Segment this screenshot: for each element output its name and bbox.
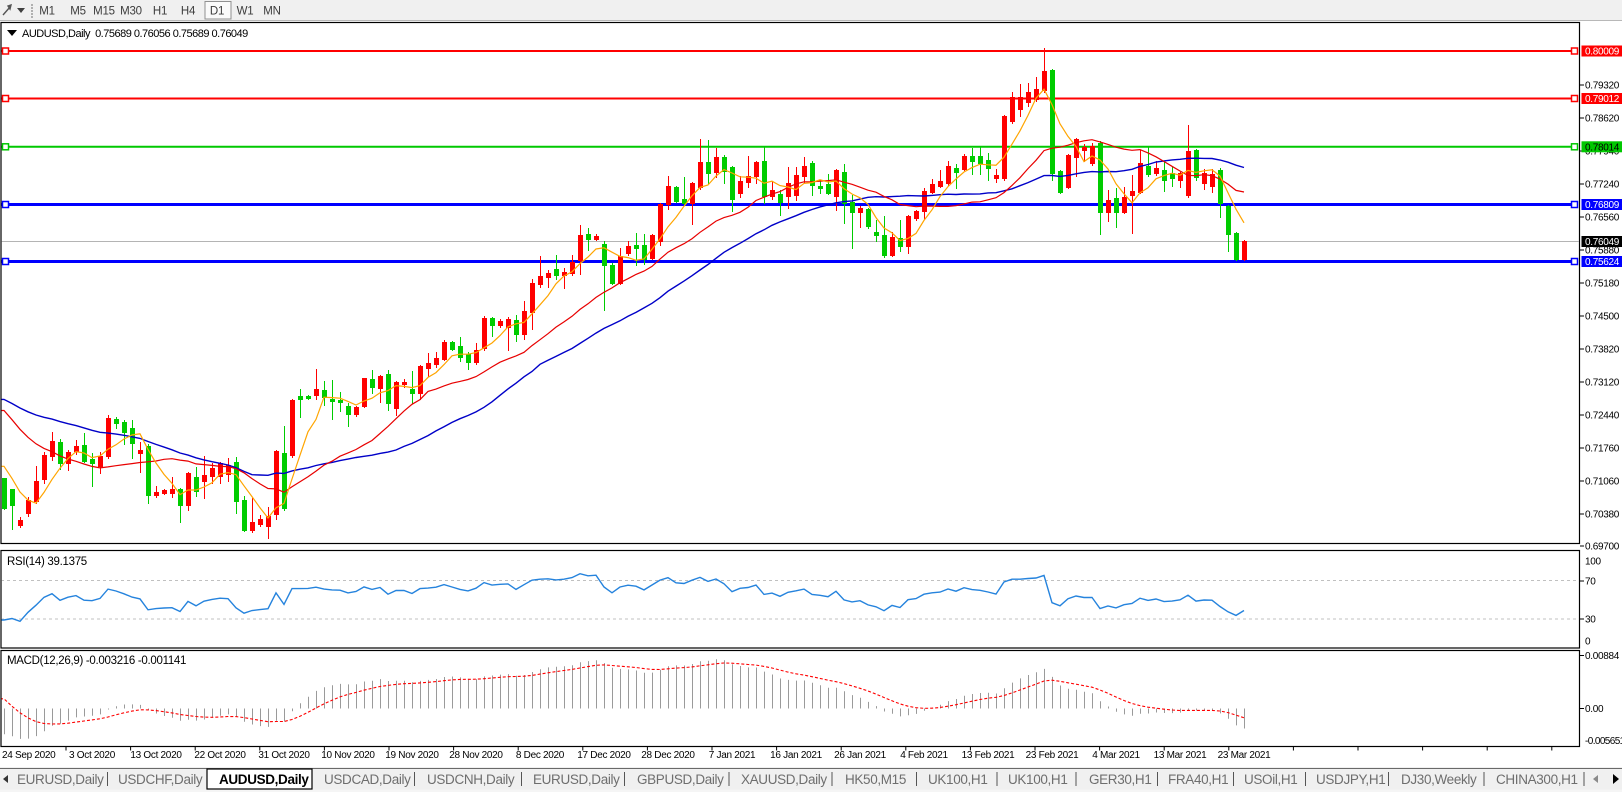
svg-text:GBPUSD,Daily: GBPUSD,Daily — [637, 772, 724, 787]
svg-text:28 Nov 2020: 28 Nov 2020 — [449, 750, 503, 761]
svg-text:0.76560: 0.76560 — [1585, 213, 1620, 224]
svg-text:0.00884: 0.00884 — [1585, 651, 1620, 662]
svg-text:24 Sep 2020: 24 Sep 2020 — [2, 750, 56, 761]
svg-text:0.70380: 0.70380 — [1585, 510, 1620, 521]
svg-text:HK50,M15: HK50,M15 — [845, 772, 906, 787]
svg-text:70: 70 — [1585, 577, 1596, 588]
svg-text:0.80009: 0.80009 — [1585, 47, 1620, 58]
svg-text:10 Nov 2020: 10 Nov 2020 — [321, 750, 375, 761]
svg-text:22 Oct 2020: 22 Oct 2020 — [194, 750, 246, 761]
svg-text:0.00: 0.00 — [1585, 704, 1604, 715]
svg-text:EURUSD,Daily: EURUSD,Daily — [17, 772, 104, 787]
svg-text:XAUUSD,Daily: XAUUSD,Daily — [741, 772, 827, 787]
svg-text:0.73820: 0.73820 — [1585, 345, 1620, 356]
svg-text:MACD(12,26,9) -0.003216 -0.001: MACD(12,26,9) -0.003216 -0.001141 — [7, 655, 186, 667]
svg-text:D1: D1 — [210, 6, 224, 18]
svg-text:13 Feb 2021: 13 Feb 2021 — [962, 750, 1016, 761]
svg-text:0.73120: 0.73120 — [1585, 378, 1620, 389]
svg-text:CHINA300,H1: CHINA300,H1 — [1496, 772, 1578, 787]
svg-text:0.75624: 0.75624 — [1585, 257, 1620, 268]
svg-text:MN: MN — [263, 6, 281, 18]
svg-text:USDCNH,Daily: USDCNH,Daily — [427, 772, 515, 787]
svg-text:0: 0 — [1585, 637, 1591, 648]
svg-text:H4: H4 — [181, 6, 196, 18]
svg-text:23 Mar 2021: 23 Mar 2021 — [1218, 750, 1272, 761]
svg-text:30: 30 — [1585, 615, 1596, 626]
svg-text:UK100,H1: UK100,H1 — [928, 772, 988, 787]
svg-text:0.74500: 0.74500 — [1585, 312, 1620, 323]
svg-text:H1: H1 — [153, 6, 167, 18]
svg-text:UK100,H1: UK100,H1 — [1008, 772, 1068, 787]
svg-text:16 Jan 2021: 16 Jan 2021 — [770, 750, 822, 761]
svg-text:-0.0056510: -0.0056510 — [1585, 736, 1622, 747]
svg-text:RSI(14) 39.1375: RSI(14) 39.1375 — [7, 556, 87, 568]
svg-text:M15: M15 — [93, 6, 115, 18]
svg-text:8 Dec 2020: 8 Dec 2020 — [516, 750, 565, 761]
svg-text:0.72440: 0.72440 — [1585, 411, 1620, 422]
svg-text:4 Feb 2021: 4 Feb 2021 — [900, 750, 948, 761]
svg-text:W1: W1 — [237, 6, 254, 18]
svg-text:USDCAD,Daily: USDCAD,Daily — [324, 772, 411, 787]
svg-text:GER30,H1: GER30,H1 — [1089, 772, 1151, 787]
svg-text:0.78620: 0.78620 — [1585, 114, 1620, 125]
svg-text:USOil,H1: USOil,H1 — [1244, 772, 1297, 787]
svg-text:0.71760: 0.71760 — [1585, 444, 1620, 455]
svg-text:M1: M1 — [39, 6, 55, 18]
svg-text:0.75180: 0.75180 — [1585, 279, 1620, 290]
svg-text:0.71060: 0.71060 — [1585, 477, 1620, 488]
svg-text:31 Oct 2020: 31 Oct 2020 — [258, 750, 310, 761]
svg-text:0.75880: 0.75880 — [1585, 246, 1620, 257]
svg-text:13 Mar 2021: 13 Mar 2021 — [1154, 750, 1208, 761]
svg-text:0.77240: 0.77240 — [1585, 180, 1620, 191]
svg-text:USDJPY,H1: USDJPY,H1 — [1316, 772, 1385, 787]
svg-text:DJ30,Weekly: DJ30,Weekly — [1401, 772, 1477, 787]
svg-text:0.79012: 0.79012 — [1585, 94, 1620, 105]
svg-text:26 Jan 2021: 26 Jan 2021 — [834, 750, 886, 761]
svg-text:FRA40,H1: FRA40,H1 — [1168, 772, 1228, 787]
svg-text:17 Dec 2020: 17 Dec 2020 — [577, 750, 631, 761]
svg-text:USDCHF,Daily: USDCHF,Daily — [118, 772, 203, 787]
svg-text:M30: M30 — [120, 6, 142, 18]
svg-text:4 Mar 2021: 4 Mar 2021 — [1092, 750, 1140, 761]
svg-text:0.79320: 0.79320 — [1585, 81, 1620, 92]
svg-text:M5: M5 — [70, 6, 86, 18]
svg-text:100: 100 — [1585, 557, 1602, 568]
svg-text:0.69700: 0.69700 — [1585, 542, 1620, 553]
svg-text:28 Dec 2020: 28 Dec 2020 — [641, 750, 695, 761]
svg-text:AUDUSD,Daily 0.75689 0.76056: AUDUSD,Daily 0.75689 0.76056 0.75689 0.7… — [22, 28, 248, 40]
svg-text:0.78014: 0.78014 — [1585, 142, 1620, 153]
svg-text:AUDUSD,Daily: AUDUSD,Daily — [219, 772, 309, 787]
svg-text:13 Oct 2020: 13 Oct 2020 — [130, 750, 182, 761]
svg-text:EURUSD,Daily: EURUSD,Daily — [533, 772, 620, 787]
svg-text:0.76049: 0.76049 — [1585, 237, 1620, 248]
svg-text:7 Jan 2021: 7 Jan 2021 — [709, 750, 756, 761]
svg-text:23 Feb 2021: 23 Feb 2021 — [1026, 750, 1080, 761]
svg-text:19 Nov 2020: 19 Nov 2020 — [385, 750, 439, 761]
svg-text:0.76809: 0.76809 — [1585, 200, 1620, 211]
svg-text:3 Oct 2020: 3 Oct 2020 — [69, 750, 116, 761]
